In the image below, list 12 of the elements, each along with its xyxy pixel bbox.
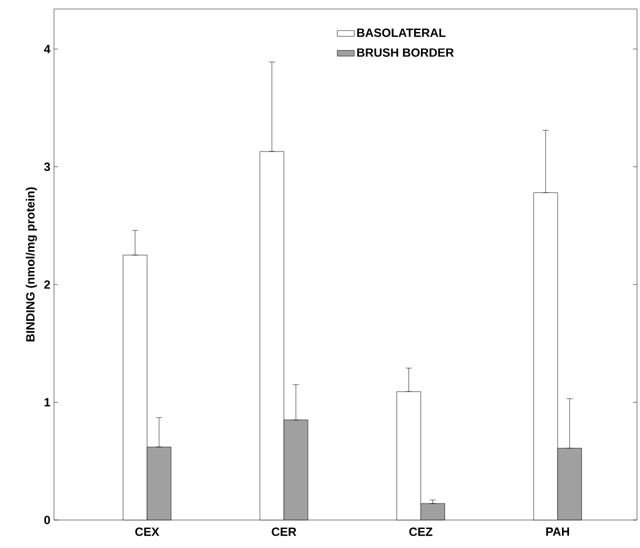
y-tick-label: 4 xyxy=(44,44,50,54)
y-axis-title: BINDING (nmol/mg protein) xyxy=(26,187,37,342)
y-tick-label: 1 xyxy=(44,398,50,406)
legend-label: BRUSH BORDER xyxy=(357,48,454,57)
x-tick-label: CER xyxy=(272,528,296,536)
x-tick-label: CEZ xyxy=(409,528,432,536)
legend-label: BASOLATERAL xyxy=(357,28,446,37)
y-tick-label: 2 xyxy=(44,280,50,289)
y-tick-label: 3 xyxy=(44,162,50,172)
y-tick-label: 0 xyxy=(44,516,50,524)
x-tick-label: PAH xyxy=(546,528,569,536)
x-tick-label: CEX xyxy=(135,528,160,536)
